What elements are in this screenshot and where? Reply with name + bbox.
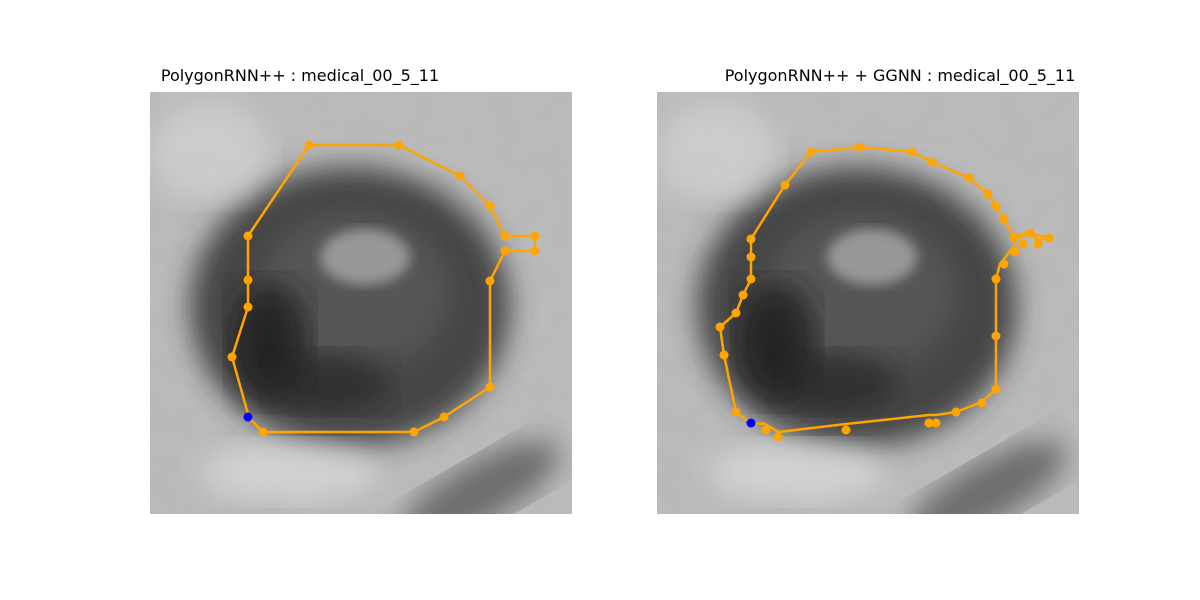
panel-polygonrnn-ggnn: PolygonRNN++ + GGNN : medical_00_5_11: [600, 0, 1200, 600]
medical-image: [150, 92, 572, 514]
image-canvas: [657, 92, 1079, 514]
predicted-polygon: [230, 143, 537, 434]
image-canvas: [150, 92, 572, 514]
medical-image: [657, 92, 1079, 514]
panel-title: PolygonRNN++ + GGNN : medical_00_5_11: [724, 66, 1076, 85]
start-vertex: [746, 418, 756, 428]
start-vertex: [243, 412, 253, 422]
panel-polygonrnn: PolygonRNN++ : medical_00_5_11: [150, 66, 572, 514]
polygon-vertices: [715, 142, 1054, 442]
panel-title: PolygonRNN++ : medical_00_5_11: [160, 66, 440, 85]
polygon-vertices: [227, 140, 540, 437]
